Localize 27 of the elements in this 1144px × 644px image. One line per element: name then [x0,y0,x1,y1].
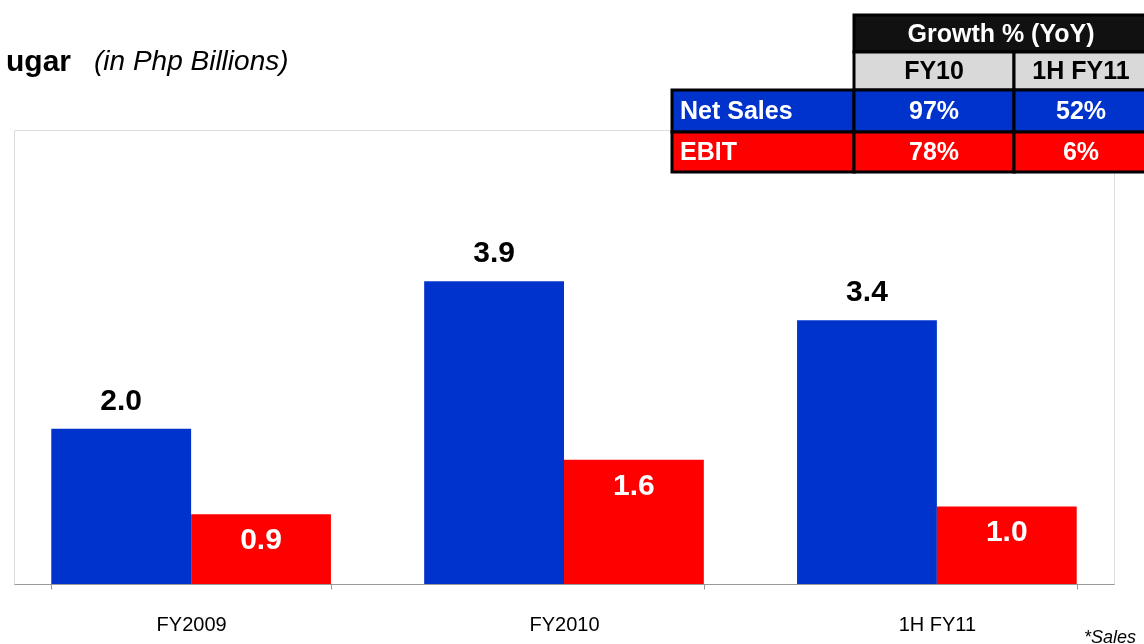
data-label: 0.9 [240,522,282,556]
text: 1H FY11 [1032,56,1130,84]
data-label: 1.0 [985,514,1028,548]
text: FY10 [904,56,964,84]
text: 97% [908,96,960,124]
data-label: 1.6 [613,467,655,501]
chart-title: ugar [6,44,72,77]
data-label: 2.0 [100,382,143,416]
bar [564,459,704,584]
bar [51,428,192,584]
text: 52% [1055,96,1107,124]
x-tick-label: 1H FY11 [898,612,977,635]
bar [936,506,1077,584]
data-label: 3.4 [846,274,889,308]
x-tick-label: FY2009 [156,612,227,635]
text: EBIT [680,137,737,165]
data-label: 3.9 [473,235,515,269]
text: Net Sales [680,96,793,124]
bar [797,320,937,584]
chart-subtitle: (in Php Billions) [94,45,289,76]
text: Growth % (YoY) [907,18,1095,47]
text: *Sales [1084,627,1137,644]
bar [191,514,331,584]
bar [424,281,564,584]
text: 78% [908,137,960,165]
text: 6% [1062,137,1100,165]
x-tick-label: FY2010 [529,612,600,635]
